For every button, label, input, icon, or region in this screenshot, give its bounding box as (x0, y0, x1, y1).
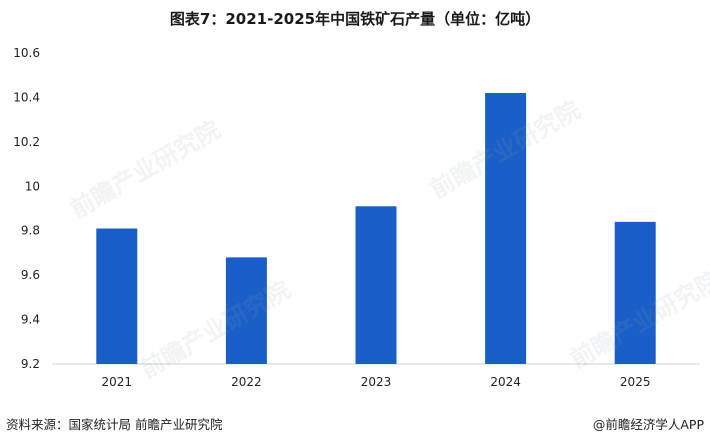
bar-2024 (485, 92, 527, 364)
x-tick-label: 2022 (231, 375, 262, 389)
y-tick-label: 9.6 (21, 268, 40, 282)
y-tick-label: 9.8 (21, 224, 40, 238)
chart-title: 图表7：2021-2025年中国铁矿石产量（单位：亿吨） (169, 10, 541, 28)
credit-note: @前瞻经济学人APP (592, 417, 704, 432)
y-tick-label: 9.2 (21, 357, 40, 371)
bar-chart: 10.6 10.4 10.2 10 9.8 9.6 9.4 9.2 2021 2022 2023 20… (13, 46, 700, 389)
y-tick-label: 10.4 (13, 90, 40, 104)
y-tick-label: 9.4 (21, 313, 40, 327)
bar-2023 (355, 206, 397, 364)
x-tick-label: 2021 (102, 375, 133, 389)
y-tick-label: 10.2 (13, 135, 40, 149)
source-note: 资料来源：国家统计局 前瞻产业研究院 (6, 417, 223, 432)
bar-2025 (614, 221, 656, 364)
x-tick-label: 2024 (490, 375, 521, 389)
y-tick-label: 10.6 (13, 46, 40, 60)
x-tick-label: 2025 (620, 375, 651, 389)
bar-2022 (225, 257, 267, 364)
footer: 资料来源：国家统计局 前瞻产业研究院 @前瞻经济学人APP (0, 410, 710, 434)
x-tick-label: 2023 (361, 375, 392, 389)
y-tick-label: 10 (25, 179, 40, 193)
bar-2021 (96, 228, 138, 364)
